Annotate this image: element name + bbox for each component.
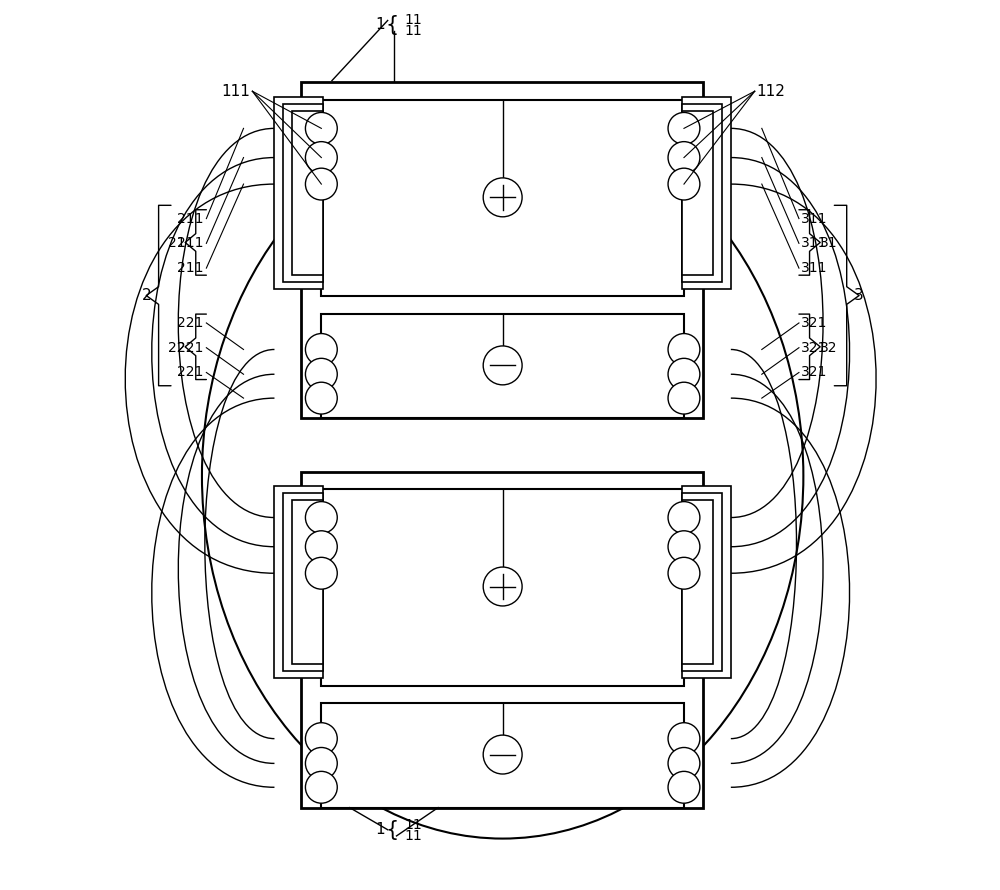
Circle shape [305, 112, 337, 144]
Text: 22: 22 [168, 341, 185, 355]
Text: 311: 311 [801, 237, 827, 250]
Bar [682, 500, 713, 664]
Circle shape [305, 530, 337, 562]
Bar [292, 110, 323, 275]
Circle shape [668, 112, 700, 144]
Text: 211: 211 [177, 237, 204, 250]
Text: 211: 211 [177, 212, 204, 225]
Bar [283, 103, 323, 282]
Circle shape [668, 557, 700, 589]
Text: 32: 32 [820, 341, 838, 355]
Circle shape [305, 359, 337, 390]
Text: 1: 1 [375, 18, 385, 32]
Bar [321, 490, 684, 685]
Bar [292, 500, 323, 664]
Circle shape [668, 772, 700, 803]
Text: 31: 31 [820, 237, 838, 250]
Circle shape [483, 567, 522, 606]
Text: 112: 112 [756, 84, 785, 99]
Bar [682, 110, 713, 275]
Bar [682, 486, 731, 678]
Bar [682, 96, 731, 289]
Text: 221: 221 [177, 341, 204, 355]
Text: 3: 3 [854, 288, 864, 303]
Bar [283, 493, 323, 671]
Text: 221: 221 [177, 366, 204, 379]
Text: 221: 221 [177, 316, 204, 330]
Bar [274, 486, 323, 678]
Circle shape [305, 502, 337, 533]
Circle shape [668, 142, 700, 174]
Text: 321: 321 [801, 366, 827, 379]
Circle shape [483, 178, 522, 217]
Circle shape [483, 735, 522, 774]
Bar [321, 100, 684, 296]
Bar [321, 314, 684, 418]
Bar [321, 703, 684, 807]
Text: 321: 321 [801, 341, 827, 355]
Circle shape [668, 723, 700, 755]
Bar [682, 103, 722, 282]
Text: 11: 11 [404, 818, 422, 832]
Circle shape [305, 334, 337, 366]
Circle shape [305, 168, 337, 200]
Bar [274, 96, 323, 289]
Text: 321: 321 [801, 316, 827, 330]
Circle shape [668, 168, 700, 200]
Circle shape [483, 346, 522, 384]
Text: 1: 1 [375, 822, 385, 837]
Text: 311: 311 [801, 212, 827, 225]
Bar [301, 83, 703, 418]
Text: 11: 11 [404, 829, 422, 843]
Text: 211: 211 [177, 261, 204, 275]
Bar [301, 472, 703, 807]
Circle shape [305, 723, 337, 755]
Circle shape [668, 502, 700, 533]
Circle shape [668, 748, 700, 780]
Text: {: { [385, 15, 399, 35]
Bar [682, 493, 722, 671]
Text: 111: 111 [222, 84, 251, 99]
Circle shape [305, 772, 337, 803]
Text: 2: 2 [142, 288, 152, 303]
Text: 21: 21 [168, 237, 185, 250]
Text: 311: 311 [801, 261, 827, 275]
Circle shape [668, 359, 700, 390]
Circle shape [668, 382, 700, 414]
Circle shape [305, 142, 337, 174]
Text: 11: 11 [404, 24, 422, 38]
Circle shape [668, 334, 700, 366]
Circle shape [305, 748, 337, 780]
Circle shape [668, 530, 700, 562]
Circle shape [305, 382, 337, 414]
Text: {: { [385, 820, 399, 840]
Circle shape [305, 557, 337, 589]
Text: 11: 11 [404, 13, 422, 28]
